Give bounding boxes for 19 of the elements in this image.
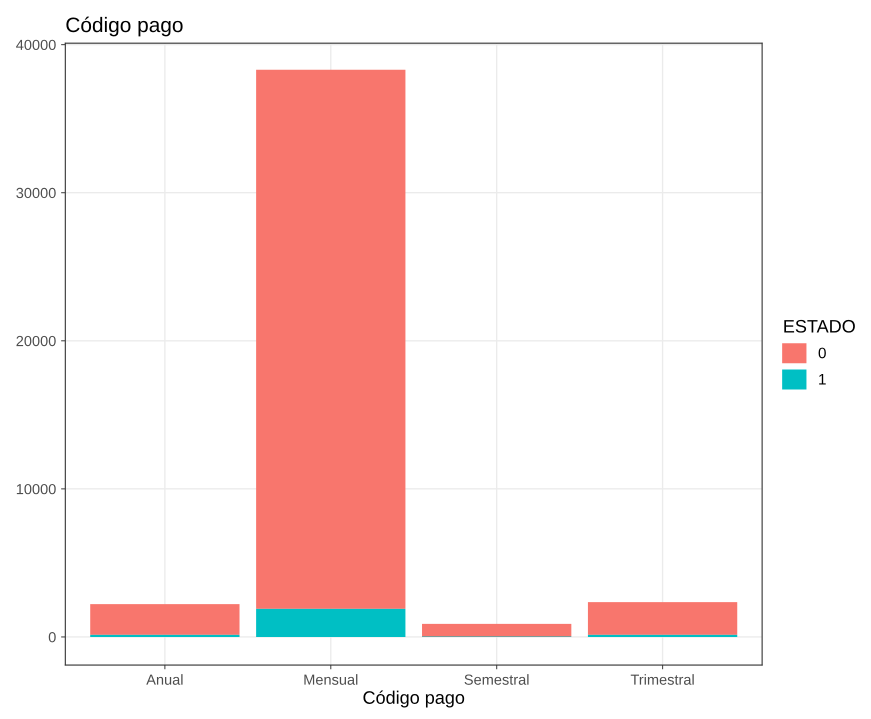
x-tick-label: Anual — [146, 674, 183, 685]
bar — [588, 602, 738, 635]
legend-title: ESTADO — [784, 320, 855, 333]
y-tick-label: 20000 — [16, 336, 56, 346]
x-tick-label: Semestral — [464, 674, 529, 685]
y-tick-label: 10000 — [16, 484, 56, 494]
bar — [256, 70, 406, 609]
x-axis-title: Código pago — [363, 690, 464, 708]
chart-title: Código pago — [66, 16, 183, 36]
bar — [90, 604, 240, 635]
legend-label: 1 — [819, 374, 826, 385]
x-tick-label: Mensual — [304, 674, 358, 685]
y-tick-label: 30000 — [16, 188, 56, 198]
bar — [256, 608, 406, 637]
bar — [422, 624, 572, 636]
x-tick-label: Trimestral — [630, 674, 694, 685]
legend-label: 0 — [818, 348, 826, 358]
y-tick-label: 0 — [48, 632, 56, 642]
y-tick-label: 40000 — [16, 40, 56, 50]
